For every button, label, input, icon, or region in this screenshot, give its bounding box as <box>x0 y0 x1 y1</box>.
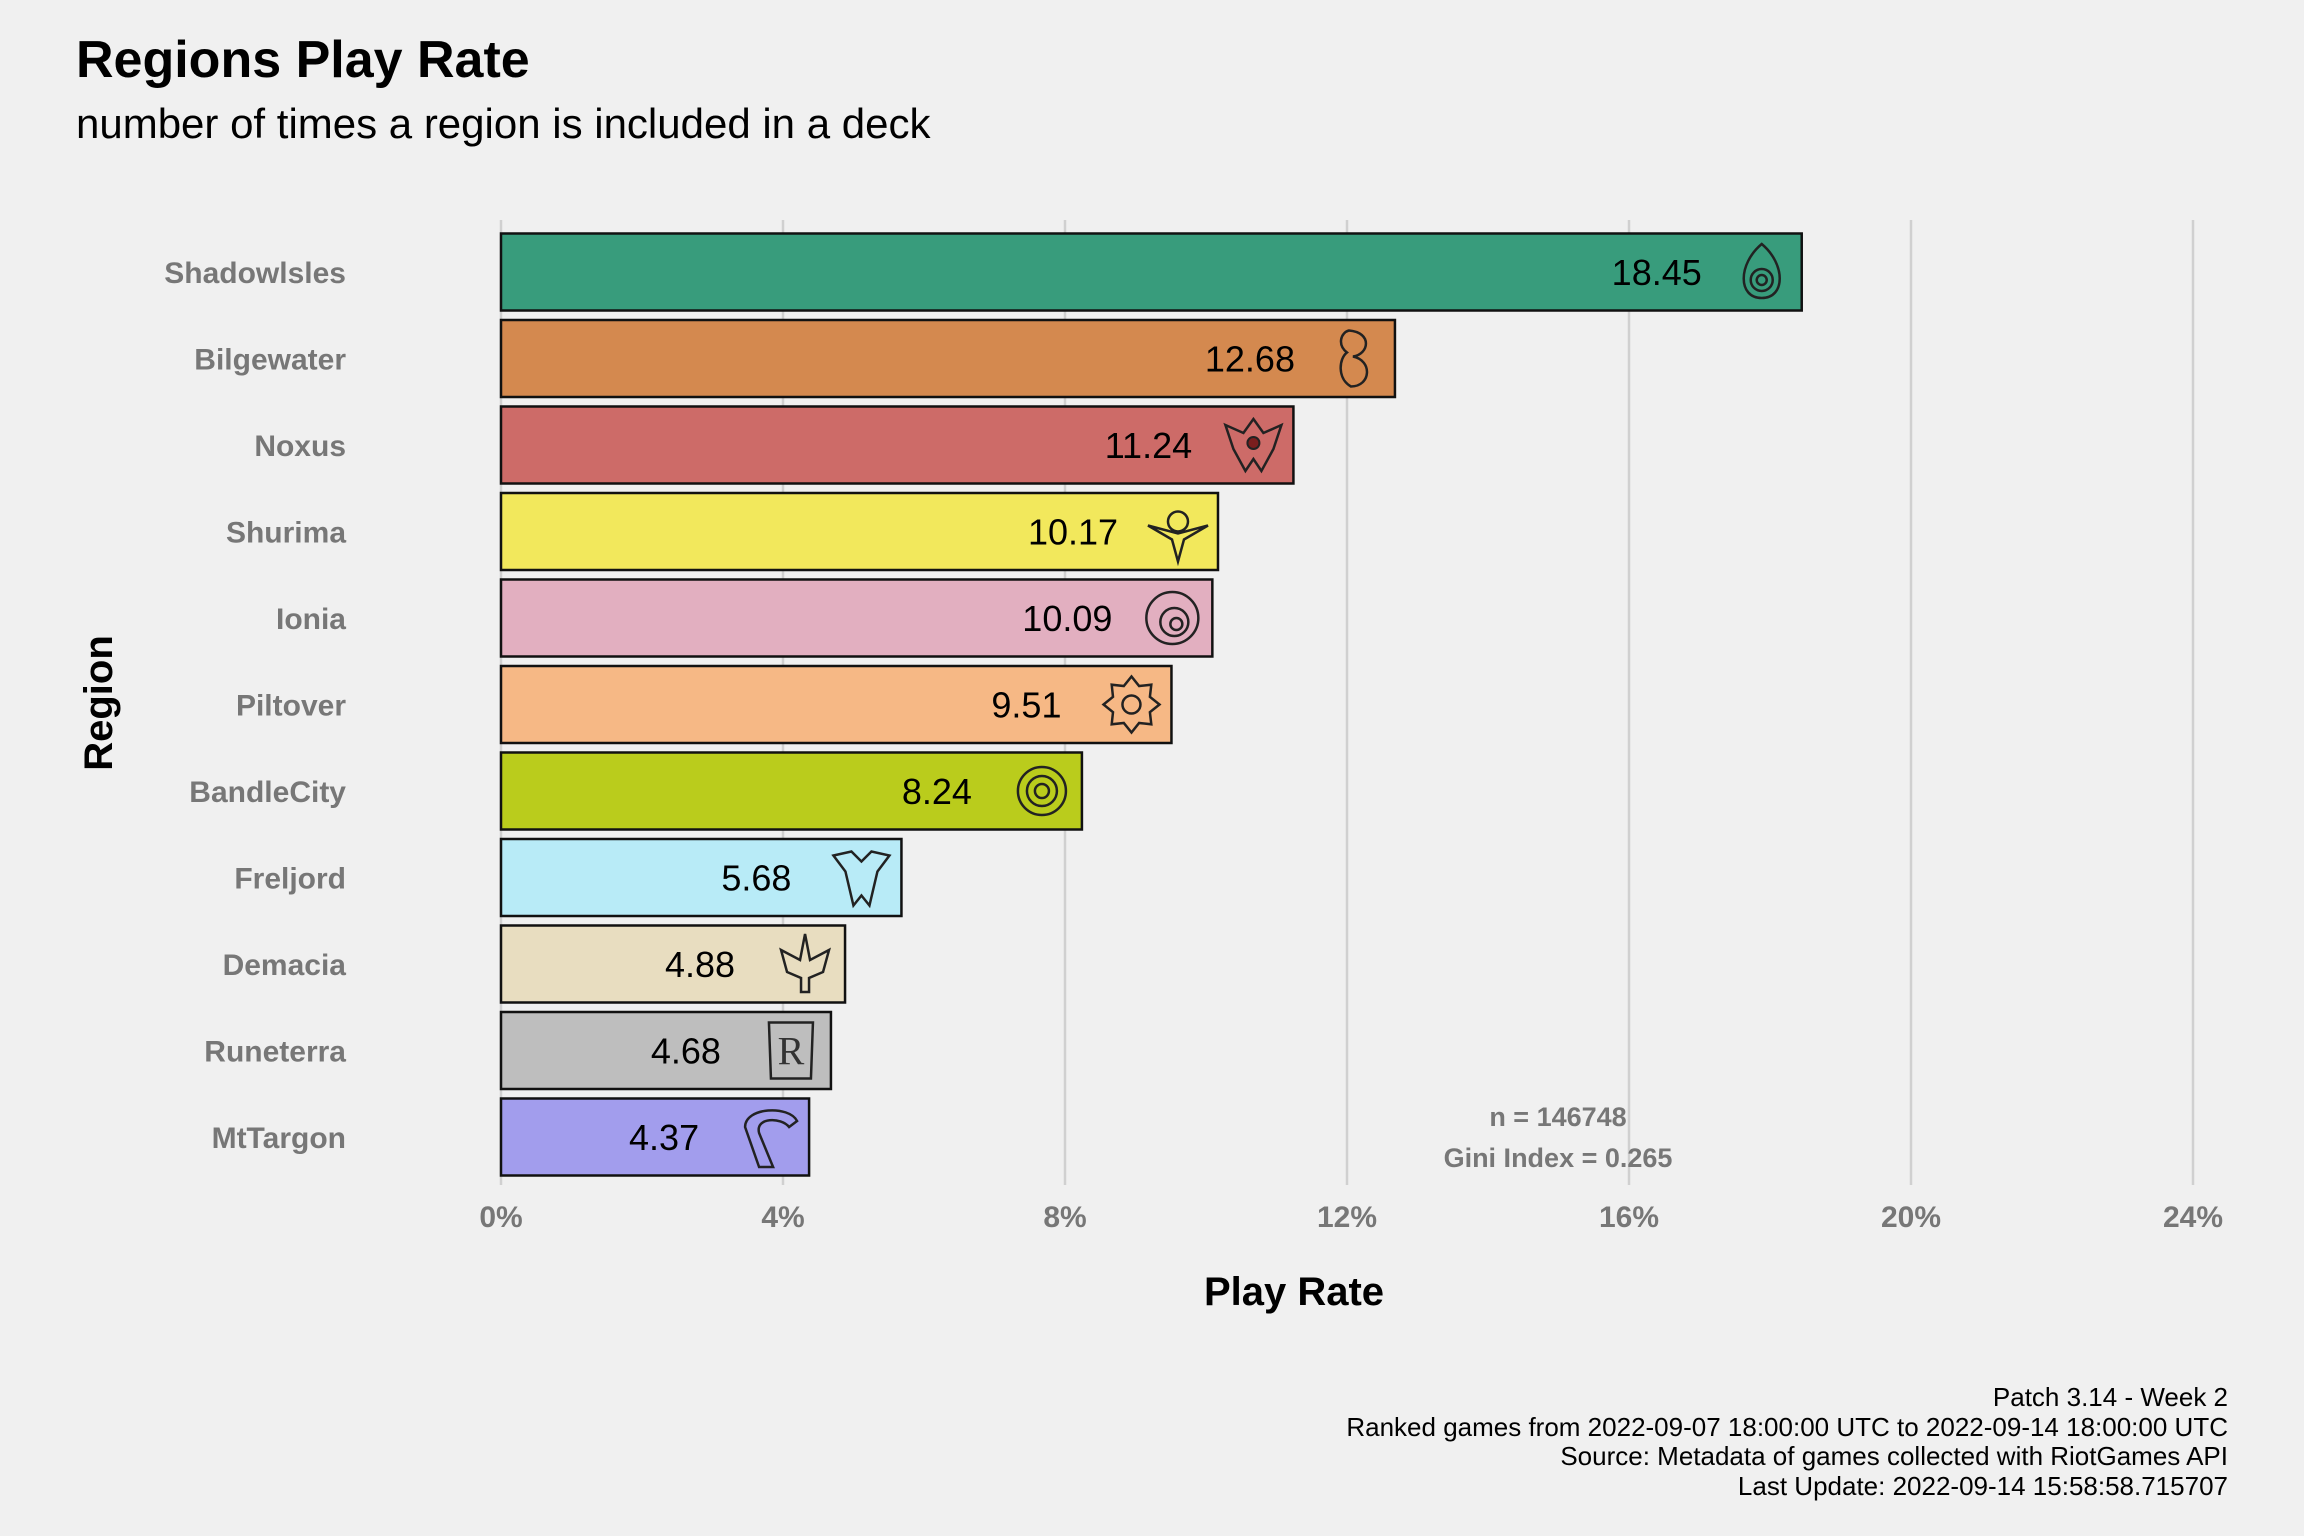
bar <box>499 578 1214 658</box>
bar <box>499 405 1295 485</box>
caption-last-update: Last Update: 2022-09-14 15:58:58.715707 <box>1737 1470 2228 1501</box>
bar-group-bilgewater: 12.68 <box>499 318 1397 399</box>
bar-group-piltover: 9.51 <box>499 664 1173 745</box>
bar-value-label: 8.24 <box>902 771 972 812</box>
y-tick-label: Shurima <box>226 517 346 550</box>
y-tick-labels: Shadowlsles Bilgewater Noxus Shurima Ionia Pi… <box>164 257 346 1155</box>
bar-group-ionia: 10.09 <box>499 578 1214 658</box>
shadow-isles-icon <box>1742 242 1781 300</box>
noxus-icon <box>1223 416 1284 474</box>
bar-value-label: 10.09 <box>1022 598 1112 639</box>
chart-title: Regions Play Rate <box>76 31 530 89</box>
bar-group-shadowlsles: 18.45 <box>499 232 1803 312</box>
bar-group-mttargon: 4.37 <box>499 1097 811 1177</box>
shurima-icon <box>1147 510 1209 567</box>
bar-group-freljord: 5.68 <box>499 837 903 918</box>
caption: Patch 3.14 - Week 2 Ranked games from 20… <box>1346 1382 2228 1501</box>
bar-value-label: 10.17 <box>1028 512 1118 553</box>
bar-group-bandlecity: 8.24 <box>499 751 1084 831</box>
bar-value-label: 4.68 <box>651 1031 721 1072</box>
bar <box>499 318 1397 399</box>
y-tick-label: BandleCity <box>189 776 346 809</box>
bar <box>499 837 903 918</box>
freljord-icon <box>831 850 892 909</box>
demacia-icon <box>779 933 832 994</box>
x-tick-label: 24% <box>2163 1201 2223 1234</box>
runeterra-icon: R <box>767 1021 815 1080</box>
bar-value-label: 4.88 <box>665 944 735 985</box>
x-tick-label: 0% <box>479 1201 522 1234</box>
sample-size-annotation: n = 146748 <box>1489 1102 1626 1132</box>
x-tick-label: 8% <box>1043 1201 1086 1234</box>
y-tick-label: Ionia <box>276 603 346 636</box>
bar-value-label: 11.24 <box>1105 425 1192 466</box>
x-tick-label: 16% <box>1599 1201 1659 1234</box>
bar-group-demacia: 4.88 <box>499 924 847 1004</box>
bar-value-label: 9.51 <box>991 685 1061 726</box>
x-tick-labels: 0% 4% 8% 12% 16% 20% 24% <box>479 1201 2223 1234</box>
x-tick-label: 4% <box>761 1201 804 1234</box>
piltover-icon <box>1101 674 1162 735</box>
bandle-city-icon <box>1016 765 1068 817</box>
bar-group-shurima: 10.17 <box>499 491 1220 572</box>
bilgewater-icon <box>1339 329 1369 388</box>
y-tick-label: Runeterra <box>204 1036 346 1069</box>
y-tick-label: Freljord <box>234 863 346 896</box>
ionia-icon <box>1145 590 1200 646</box>
bar <box>499 751 1084 831</box>
y-tick-label: Demacia <box>223 949 347 982</box>
y-tick-label: MtTargon <box>212 1122 346 1155</box>
chart-subtitle: number of times a region is included in … <box>76 100 931 147</box>
y-axis-title: Region <box>77 635 121 771</box>
caption-source: Source: Metadata of games collected with… <box>1560 1441 2228 1471</box>
bar-value-label: 4.37 <box>629 1117 699 1158</box>
x-tick-label: 20% <box>1881 1201 1941 1234</box>
caption-patch: Patch 3.14 - Week 2 <box>1992 1382 2228 1412</box>
y-tick-label: Shadowlsles <box>164 257 346 290</box>
bar <box>499 664 1173 745</box>
targon-icon <box>743 1109 799 1169</box>
bars: 18.45 12.68 11.24 10.17 10.09 9.51 8.24 5.68 4.8… <box>499 232 1803 1177</box>
gini-index-annotation: Gini Index = 0.265 <box>1444 1143 1673 1173</box>
x-axis-title: Play Rate <box>1204 1270 1384 1314</box>
bar <box>499 491 1220 572</box>
x-tick-label: 12% <box>1317 1201 1377 1234</box>
caption-date-range: Ranked games from 2022-09-07 18:00:00 UT… <box>1346 1411 2228 1442</box>
runeterra-icon-glyph: R <box>778 1029 805 1074</box>
bar-group-runeterra: 4.68 R <box>499 1010 833 1091</box>
y-tick-label: Bilgewater <box>194 344 346 377</box>
bar-value-label: 5.68 <box>721 858 791 899</box>
bar-value-label: 18.45 <box>1612 252 1702 293</box>
bar-value-label: 12.68 <box>1205 339 1295 380</box>
bar-group-noxus: 11.24 <box>499 405 1295 485</box>
y-tick-label: Noxus <box>254 430 346 463</box>
bar <box>499 232 1803 312</box>
y-tick-label: Piltover <box>236 690 346 723</box>
